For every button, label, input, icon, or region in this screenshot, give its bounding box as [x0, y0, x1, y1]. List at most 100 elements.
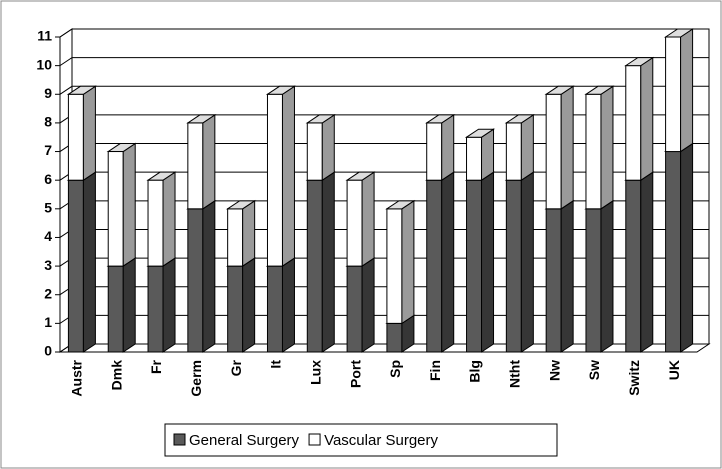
bar-top: [305, 114, 336, 124]
x-tick-label: Germ: [188, 360, 204, 397]
legend-text: Vascular Surgery: [324, 432, 438, 449]
bar-side: [481, 128, 495, 182]
bar-segment: [624, 56, 655, 182]
bar-front: [545, 93, 562, 210]
y-tick-label: 11: [37, 28, 52, 44]
bar-segment: [305, 113, 336, 182]
bar-segment: [385, 199, 416, 325]
y-tick-label: 3: [44, 257, 52, 273]
bar-side: [281, 257, 295, 353]
bar-segment: [66, 171, 98, 353]
bar-top: [186, 114, 217, 124]
bar-side: [680, 28, 694, 153]
bar-front: [147, 179, 164, 267]
bar-segment: [226, 199, 257, 268]
x-tick-label: Fin: [427, 360, 443, 381]
x-tick-label: Austr: [69, 359, 85, 396]
bar-segment: [504, 171, 535, 353]
bar-front: [67, 179, 84, 353]
bar-top: [345, 171, 376, 181]
bar-side: [600, 199, 614, 353]
bar-front: [625, 65, 642, 181]
bar-front: [187, 122, 204, 210]
bar-segment: [186, 113, 217, 210]
bar-front: [665, 151, 682, 353]
bar-segment: [106, 257, 137, 353]
grid-line: [59, 85, 709, 95]
bar-side: [520, 113, 534, 182]
bar-front: [266, 265, 283, 353]
y-tick-label: 5: [44, 200, 52, 216]
x-tick-label: Port: [347, 360, 363, 388]
bar-segment: [504, 113, 535, 182]
bar-side: [242, 199, 256, 268]
bar-front: [505, 179, 522, 353]
bar-side: [640, 56, 654, 182]
x-tick-label: UK: [666, 360, 682, 380]
y-tick-label: 1: [44, 314, 52, 330]
bar-side: [520, 171, 534, 353]
x-tick-label: Sw: [586, 360, 602, 380]
x-tick-label: Fr: [148, 359, 164, 374]
x-tick-label: Gr: [228, 359, 244, 376]
bar-segment: [425, 171, 456, 353]
bar-top: [226, 200, 257, 210]
bar-top: [425, 114, 456, 124]
bar-front: [585, 93, 602, 210]
bar-front: [386, 322, 403, 353]
bar-side: [122, 142, 136, 268]
bar-side: [202, 113, 216, 210]
bar-top: [663, 28, 695, 38]
x-tick-label: Lux: [307, 360, 323, 385]
bar-segment: [66, 85, 98, 182]
bar-front: [346, 265, 363, 353]
bar-top: [544, 85, 575, 95]
bar-segment: [265, 85, 297, 268]
legend-box: [164, 423, 558, 457]
y-tick-label: 2: [44, 285, 52, 301]
bar-segment: [305, 171, 336, 353]
bar-segment: [226, 257, 257, 353]
bar-top: [464, 128, 496, 138]
bar-side: [82, 85, 96, 182]
bar-side: [242, 257, 256, 353]
bar-segment: [663, 28, 695, 153]
bar-segment: [544, 199, 575, 353]
bar-front: [585, 208, 602, 353]
grid-line: [59, 57, 709, 67]
bar-segment: [146, 171, 177, 268]
bar-segment: [345, 171, 376, 268]
bar-segment: [464, 128, 496, 182]
bar-front: [107, 265, 124, 353]
bar-side: [481, 171, 495, 353]
x-tick-label: Switz: [626, 360, 642, 396]
bar-segment: [265, 257, 297, 353]
bar-front: [625, 179, 642, 353]
bar-side: [560, 85, 574, 210]
bar-front: [545, 208, 562, 353]
x-tick-label: Blg: [467, 360, 483, 383]
bar-side: [82, 171, 96, 353]
bar-top: [265, 85, 297, 95]
bar-segment: [584, 199, 615, 353]
bar-side: [361, 171, 375, 268]
bar-front: [227, 208, 244, 267]
bar-front: [227, 265, 244, 353]
bar-side: [321, 171, 335, 353]
bar-side: [162, 257, 176, 353]
bar-top: [624, 57, 655, 67]
bar-front: [306, 122, 323, 181]
bar-segment: [146, 257, 177, 353]
legend-swatch: [173, 433, 186, 446]
legend-swatch: [308, 433, 321, 446]
bar-front: [466, 179, 483, 353]
x-tick-label: Nw: [546, 360, 562, 381]
bar-front: [266, 93, 283, 267]
bar-front: [426, 122, 443, 181]
bar-side: [361, 257, 375, 353]
bar-side: [321, 113, 335, 182]
bar-segment: [186, 199, 217, 353]
bar-segment: [345, 257, 376, 353]
bar-side: [441, 113, 455, 182]
y-tick-label: 4: [44, 228, 52, 244]
